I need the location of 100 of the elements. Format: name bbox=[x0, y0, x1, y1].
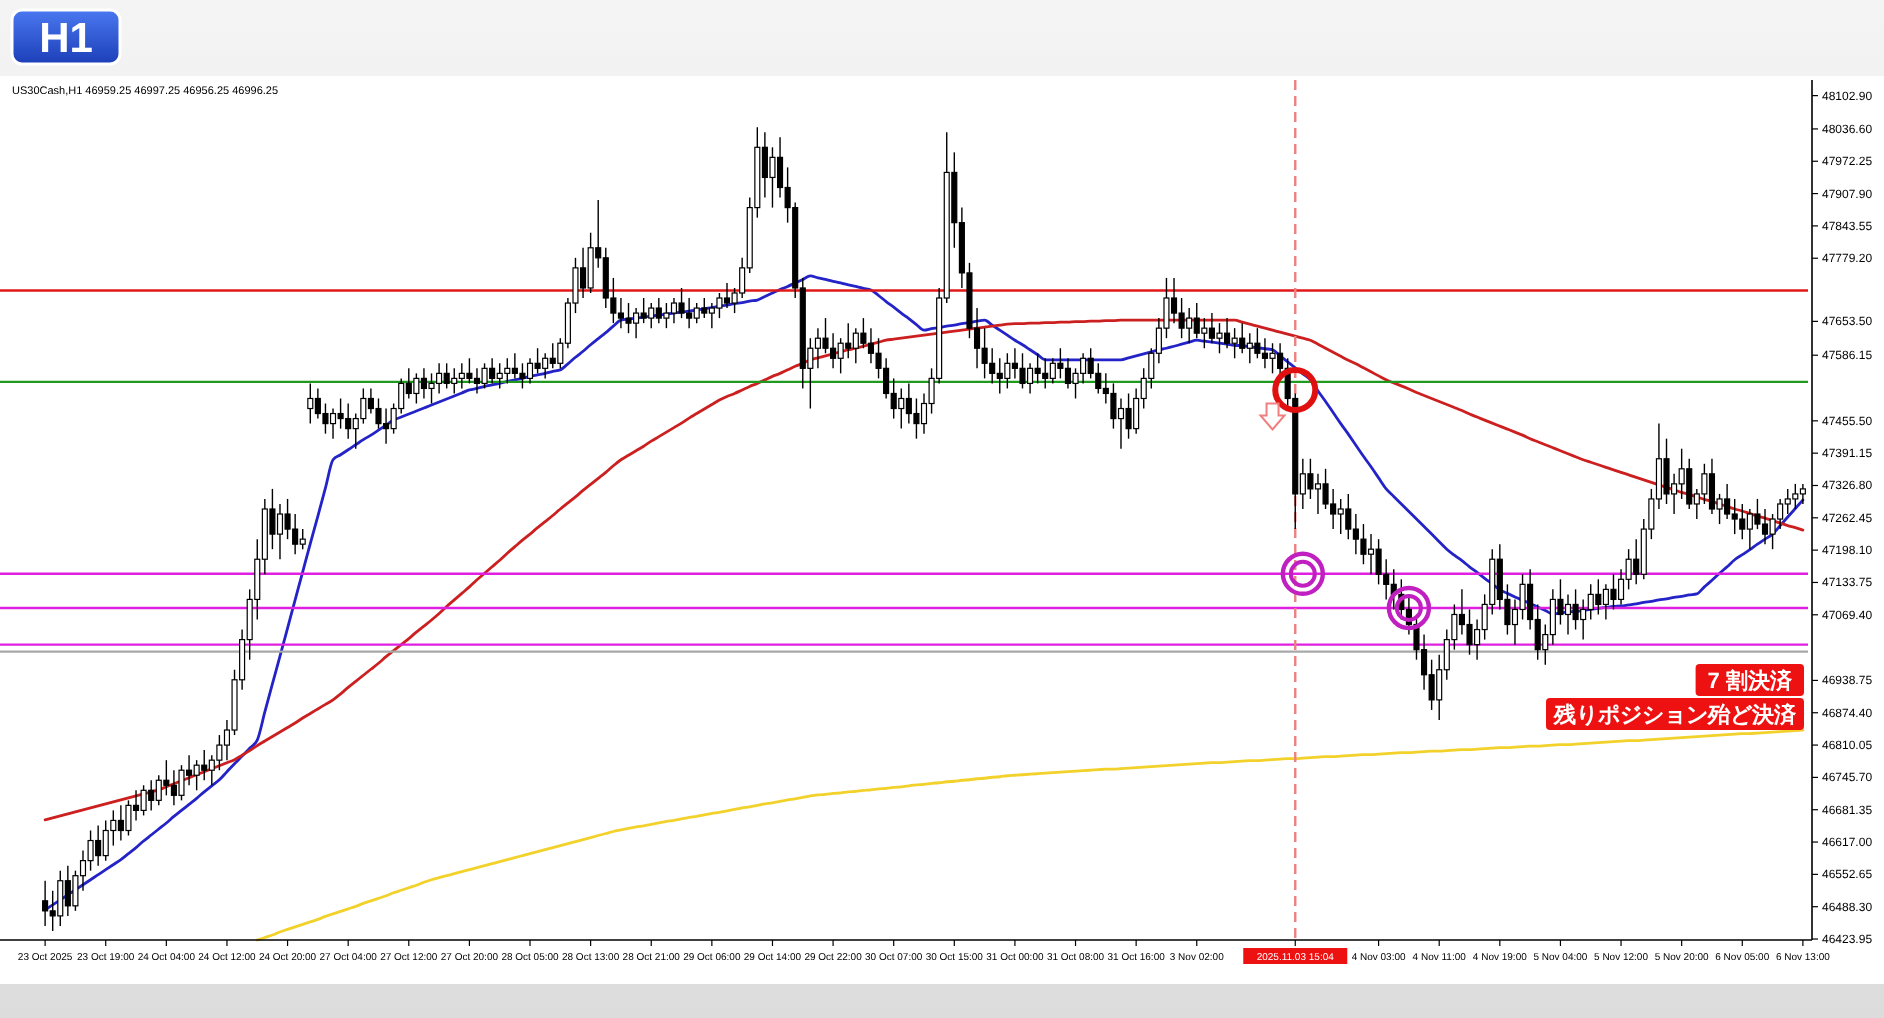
candlestick bbox=[1739, 503, 1746, 540]
candlestick bbox=[42, 880, 49, 927]
line-series bbox=[255, 728, 1805, 942]
candlestick bbox=[511, 352, 518, 380]
candlestick bbox=[1231, 327, 1238, 359]
candlestick bbox=[466, 357, 473, 385]
candlestick bbox=[1792, 483, 1799, 510]
candlestick bbox=[1117, 397, 1125, 450]
candlestick bbox=[693, 302, 700, 324]
candlestick bbox=[640, 297, 647, 324]
candlestick bbox=[1724, 483, 1731, 520]
candlestick bbox=[1314, 473, 1322, 515]
candlestick bbox=[163, 759, 170, 797]
candlestick bbox=[1784, 488, 1791, 515]
candlestick bbox=[1261, 337, 1269, 370]
candlestick bbox=[299, 528, 306, 550]
candlestick bbox=[458, 362, 465, 390]
candlestick bbox=[307, 382, 314, 425]
candlestick bbox=[1708, 458, 1716, 515]
candlestick bbox=[436, 362, 443, 395]
candlestick bbox=[1269, 342, 1276, 375]
candlestick bbox=[670, 297, 678, 324]
candlestick bbox=[845, 322, 852, 359]
candlestick bbox=[1080, 352, 1087, 385]
candlestick bbox=[542, 352, 549, 380]
candlestick bbox=[504, 357, 511, 385]
candlestick bbox=[451, 367, 458, 395]
candlestick bbox=[1027, 362, 1034, 395]
candlestick bbox=[981, 327, 988, 380]
candlestick bbox=[292, 513, 299, 555]
candlestick bbox=[102, 819, 109, 862]
candlestick bbox=[989, 347, 996, 385]
candlestick bbox=[1337, 498, 1344, 535]
candlestick bbox=[193, 759, 200, 791]
candlestick bbox=[1042, 357, 1049, 390]
candlestick bbox=[617, 297, 624, 329]
candlestick bbox=[1057, 347, 1064, 380]
candlestick bbox=[413, 372, 420, 405]
candlestick bbox=[587, 232, 594, 294]
candlestick bbox=[830, 332, 837, 370]
candlestick bbox=[1330, 488, 1337, 530]
candlestick bbox=[1004, 352, 1011, 390]
candlestick bbox=[314, 387, 321, 420]
candlestick bbox=[1186, 307, 1193, 344]
candlestick bbox=[140, 784, 147, 817]
candlestick bbox=[905, 382, 912, 425]
candlestick bbox=[117, 804, 124, 842]
candlestick bbox=[329, 407, 337, 440]
candlestick bbox=[1549, 588, 1556, 646]
candlestick bbox=[1352, 513, 1359, 555]
candlestick bbox=[1095, 362, 1102, 395]
candlestick bbox=[1254, 327, 1261, 359]
candlestick bbox=[95, 824, 102, 867]
candlestick bbox=[1208, 312, 1215, 344]
candlestick bbox=[1564, 593, 1572, 636]
candlestick bbox=[625, 302, 632, 334]
candlestick bbox=[383, 407, 390, 445]
candlestick bbox=[852, 327, 859, 365]
candlestick bbox=[345, 402, 352, 440]
candlestick bbox=[534, 347, 541, 375]
candlestick bbox=[663, 302, 670, 329]
candlestick bbox=[201, 749, 208, 781]
candlestick bbox=[860, 317, 867, 349]
candlestick bbox=[602, 247, 609, 309]
candlestick bbox=[655, 297, 662, 324]
candlestick bbox=[814, 327, 821, 370]
candlestick bbox=[701, 297, 708, 319]
candlestick bbox=[420, 367, 428, 400]
candlestick bbox=[443, 362, 450, 390]
candlestick bbox=[170, 769, 177, 807]
candlestick bbox=[1799, 483, 1806, 505]
candlestick bbox=[526, 357, 534, 385]
candlestick bbox=[1345, 493, 1352, 540]
candlestick bbox=[1246, 332, 1253, 365]
candlestick bbox=[837, 337, 844, 375]
candlestick bbox=[769, 146, 776, 209]
candlestick bbox=[723, 282, 731, 309]
candlestick bbox=[1746, 508, 1753, 550]
candlestick bbox=[686, 297, 693, 329]
candlestick bbox=[549, 342, 556, 370]
candlestick bbox=[57, 869, 64, 927]
candlestick bbox=[648, 302, 655, 329]
candlestick bbox=[1678, 448, 1685, 500]
candlestick bbox=[996, 357, 1003, 395]
annotation: 残りポジション殆ど決済 bbox=[1552, 702, 1798, 728]
candlestick bbox=[473, 367, 481, 395]
candlestick bbox=[1011, 347, 1018, 380]
candlestick bbox=[1216, 322, 1223, 354]
candlestick bbox=[1731, 498, 1738, 535]
candlestick bbox=[1239, 322, 1246, 354]
candlestick bbox=[1686, 458, 1693, 510]
annotation: 7 割決済 bbox=[1707, 668, 1794, 694]
candlestick bbox=[276, 503, 284, 560]
candlestick bbox=[1201, 317, 1208, 349]
candlestick bbox=[1049, 357, 1056, 385]
candlestick bbox=[1587, 583, 1594, 621]
candlestick bbox=[708, 302, 715, 329]
candlestick bbox=[489, 357, 496, 385]
candlestick bbox=[1602, 583, 1609, 621]
candlestick bbox=[1224, 317, 1231, 349]
